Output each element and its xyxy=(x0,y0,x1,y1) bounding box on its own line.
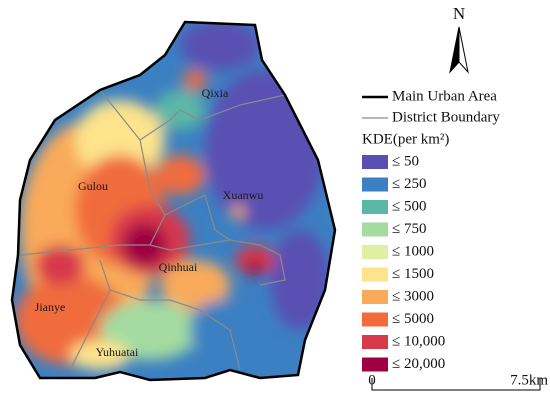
legend-class-label: ≤ 750 xyxy=(392,221,426,237)
district-label: Qixia xyxy=(202,86,229,100)
legend-swatch xyxy=(362,177,388,192)
legend-swatch xyxy=(362,155,388,169)
scale-end: 7.5km xyxy=(510,372,548,388)
legend-class-label: ≤ 250 xyxy=(392,176,426,192)
district-label: Jianye xyxy=(35,300,66,314)
north-label: N xyxy=(453,4,465,23)
district-label: Gulou xyxy=(78,179,108,193)
district-boundaries xyxy=(19,89,286,371)
legend-label: District Boundary xyxy=(392,109,500,125)
legend-class-label: ≤ 5000 xyxy=(392,311,434,327)
legend-swatch xyxy=(362,312,388,327)
scale-start: 0 xyxy=(368,372,376,388)
district-label: Yuhuatai xyxy=(96,345,139,359)
legend-class-label: ≤ 10,000 xyxy=(392,333,445,349)
legend-swatch xyxy=(362,357,388,372)
legend-class-label: ≤ 20,000 xyxy=(392,356,445,372)
legend-classes: ≤ 50 ≤ 250 ≤ 500 ≤ 750 ≤ 1000 ≤ 1500 ≤ 3000 ≤ 5… xyxy=(362,153,445,372)
legend-label: Main Urban Area xyxy=(392,88,497,104)
district-label: Xuanwu xyxy=(223,188,264,202)
legend-swatch xyxy=(362,267,388,282)
district-label: Qinhuai xyxy=(159,260,198,274)
legend-swatch xyxy=(362,245,388,259)
legend-class-label: ≤ 3000 xyxy=(392,288,434,304)
legend-title: KDE(per km²) xyxy=(362,131,449,147)
legend-class-label: ≤ 500 xyxy=(392,198,426,214)
legend-class-label: ≤ 1500 xyxy=(392,266,434,282)
north-arrow: N xyxy=(449,4,469,74)
legend-swatch xyxy=(362,335,388,349)
legend-swatch xyxy=(362,290,388,304)
legend-swatch xyxy=(362,222,388,237)
legend-class-label: ≤ 1000 xyxy=(392,243,434,259)
legend-class-label: ≤ 50 xyxy=(392,153,419,169)
legend-swatch xyxy=(362,200,388,214)
main-urban-area-outline xyxy=(10,20,337,382)
scale-bar: 0 7.5km xyxy=(368,372,548,391)
kde-surface xyxy=(12,22,335,380)
